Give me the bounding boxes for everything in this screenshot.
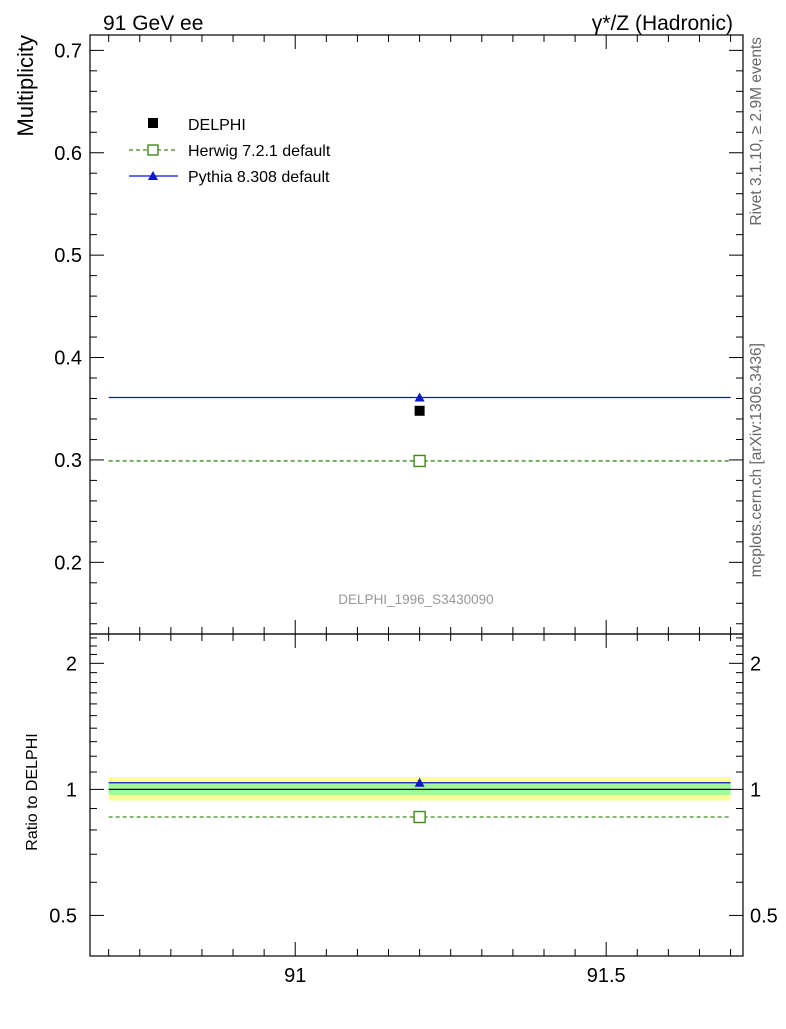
- main-y-tick-label: 0.4: [54, 348, 82, 370]
- ratio-pythia-marker: [414, 777, 425, 787]
- main-y-tick-label: 0.5: [54, 245, 82, 267]
- ratio-y-tick-label-right: 2: [750, 653, 761, 675]
- legend-marker-herwig: [147, 144, 159, 156]
- ratio-series: [108, 777, 731, 824]
- ratio-y-tick-label-left: 1: [66, 779, 77, 801]
- x-tick-label: 91: [284, 965, 306, 987]
- legend-label-pythia: Pythia 8.308 default: [188, 169, 330, 186]
- header-right-title: γ*/Z (Hadronic): [592, 12, 733, 35]
- legend-label-delphi: DELPHI: [188, 117, 246, 134]
- ratio-frame: [89, 633, 744, 957]
- main-y-tick-label: 0.7: [54, 40, 82, 62]
- main-y-tick-label: 0.3: [54, 450, 82, 472]
- main-y-axis-label: Multiplicity: [13, 35, 38, 136]
- main-y-tick-label: 0.6: [54, 143, 82, 165]
- legend: DELPHI Herwig 7.2.1 default Pythia 8.308…: [129, 117, 331, 186]
- legend-marker-delphi: [148, 118, 158, 128]
- ratio-herwig-marker: [413, 810, 426, 824]
- delphi-marker: [414, 405, 425, 416]
- ratio-y-tick-label-left: 2: [66, 653, 77, 675]
- ratio-band-inner: [108, 782, 731, 795]
- analysis-id-annotation: DELPHI_1996_S3430090: [338, 592, 493, 607]
- rivet-version-text: Rivet 3.1.10, ≥ 2.9M events: [748, 37, 765, 226]
- pythia-marker: [414, 392, 425, 402]
- herwig-marker: [413, 454, 426, 468]
- main-ticks: 0.2 0.3 0.4 0.5 0.6 0.7: [54, 35, 743, 634]
- main-y-tick-label: 0.2: [54, 552, 82, 574]
- legend-label-herwig: Herwig 7.2.1 default: [188, 143, 331, 160]
- legend-marker-pythia: [148, 171, 158, 180]
- ratio-panel: 0.5 0.5 1 1 2 2 91 91.5: [49, 633, 778, 987]
- header-left-title: 91 GeV ee: [103, 12, 203, 35]
- ratio-ticks: 0.5 0.5 1 1 2 2 91 91.5: [49, 634, 778, 987]
- ratio-y-tick-label-right: 0.5: [750, 905, 778, 927]
- mcplots-text: mcplots.cern.ch [arXiv:1306.3436]: [748, 343, 765, 577]
- ratio-y-tick-label-right: 1: [750, 779, 761, 801]
- main-series: [108, 392, 731, 468]
- x-tick-label: 91.5: [587, 965, 626, 987]
- ratio-y-axis-label: Ratio to DELPHI: [24, 733, 41, 850]
- ratio-y-tick-label-left: 0.5: [49, 905, 77, 927]
